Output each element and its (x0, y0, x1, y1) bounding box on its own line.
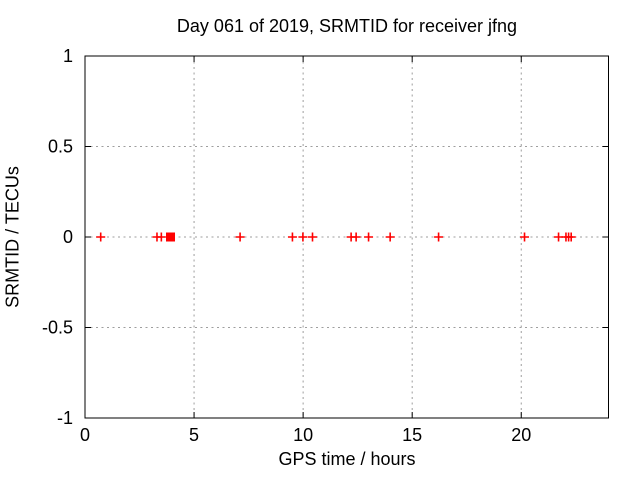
y-tick-label: 0.5 (48, 137, 73, 157)
data-point-plus (351, 232, 361, 242)
y-tick-label: -1 (57, 408, 73, 428)
data-point-plus (364, 232, 374, 242)
data-point-square (166, 232, 176, 242)
data-point-plus (287, 232, 297, 242)
data-point-plus (96, 232, 106, 242)
x-tick-label: 15 (402, 425, 422, 445)
data-point-plus (566, 232, 576, 242)
data-point-plus (385, 232, 395, 242)
y-tick-label: 0 (63, 227, 73, 247)
data-point-plus (308, 232, 318, 242)
x-tick-label: 5 (189, 425, 199, 445)
data-point-plus (434, 232, 444, 242)
x-tick-label: 20 (511, 425, 531, 445)
x-tick-label: 10 (293, 425, 313, 445)
data-point-plus (520, 232, 530, 242)
chart-title: Day 061 of 2019, SRMTID for receiver jfn… (176, 16, 518, 36)
data-point-plus (235, 232, 245, 242)
y-tick-label: -0.5 (42, 318, 73, 338)
y-tick-label: 1 (63, 46, 73, 66)
data-point-plus (156, 232, 166, 242)
x-axis-label: GPS time / hours (278, 449, 416, 469)
x-tick-label: 0 (80, 425, 90, 445)
data-point-plus (298, 232, 308, 242)
